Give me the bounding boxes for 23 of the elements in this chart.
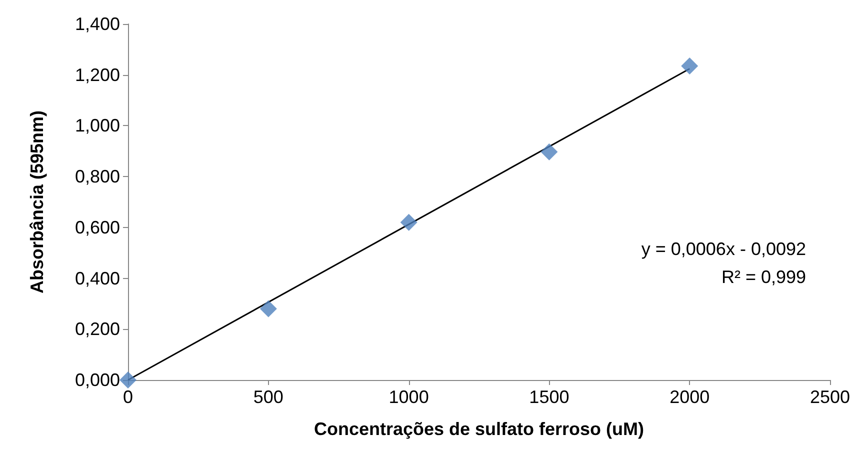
y-axis-title: Absorbância (595nm) — [27, 110, 47, 294]
x-tick-label: 1000 — [388, 387, 429, 407]
x-tick-label: 0 — [122, 387, 134, 407]
point — [400, 214, 418, 231]
point — [540, 143, 558, 160]
x-tick-label: 2500 — [810, 387, 850, 407]
point — [681, 57, 698, 74]
annotation: y = 0,0006x - 0,0092 — [641, 239, 806, 259]
x-axis-title: Concentrações de sulfato ferroso (uM) — [314, 419, 644, 439]
y-tick-label: 1,200 — [74, 64, 120, 85]
y-tick-label: 0,800 — [74, 166, 120, 187]
y-tick-label: 0,000 — [74, 370, 120, 390]
y-tick-label: 1,400 — [74, 14, 120, 34]
x-tick-label: 2000 — [670, 387, 710, 407]
point — [260, 300, 277, 318]
y-tick-label: 0,200 — [74, 319, 120, 340]
y-tick-label: 1,000 — [74, 116, 120, 136]
point — [120, 372, 136, 388]
x-tick-label: 1500 — [529, 387, 570, 407]
annotation: R² = 0,999 — [721, 267, 806, 287]
y-tick-label: 0,400 — [74, 268, 120, 288]
y-tick-label: 0,600 — [74, 217, 120, 238]
x-tick-label: 500 — [253, 387, 284, 407]
